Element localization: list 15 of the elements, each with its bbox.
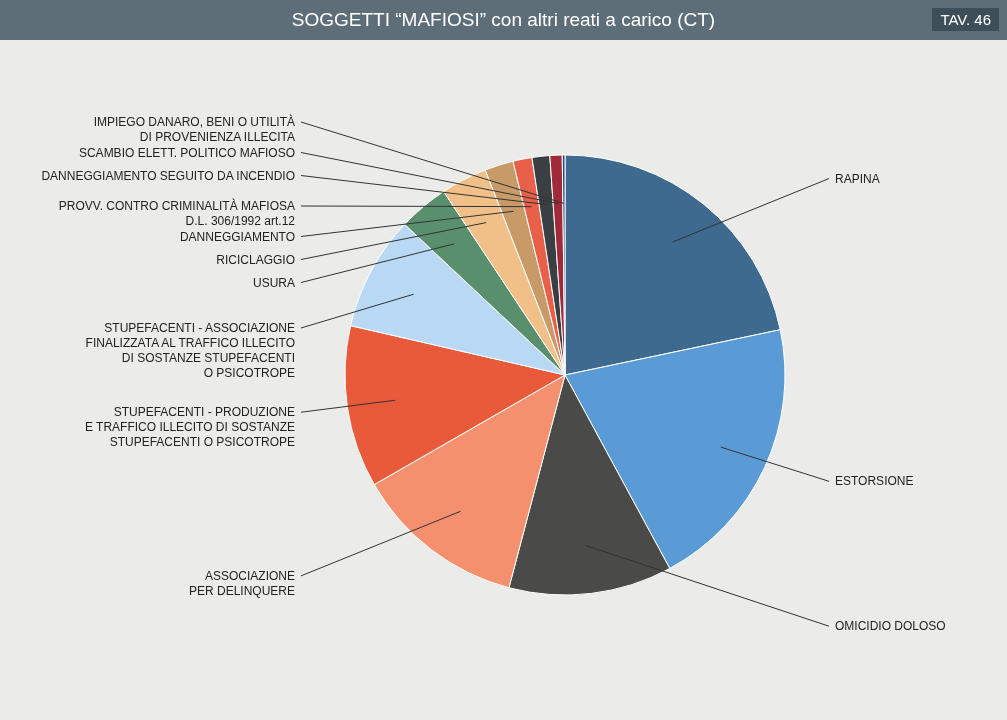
slice-label: SCAMBIO ELETT. POLITICO MAFIOSO bbox=[78, 145, 295, 160]
slice-label: STUPEFACENTI - PRODUZIONE E TRAFFICO ILLECITO DI SOSTANZE STUPEFACENTI O PSICOTROPE bbox=[84, 405, 295, 450]
slice-label: ESTORSIONE bbox=[835, 474, 914, 489]
slice-label: DANNEGGIAMENTO SEGUITO DA INCENDIO bbox=[41, 168, 295, 183]
slice-label: PROVV. CONTRO CRIMINALITÀ MAFIOSA D.L. 306/1992 art.12 bbox=[58, 198, 296, 228]
slice-label: OMICIDIO DOLOSO bbox=[835, 619, 946, 634]
slice-label: USURA bbox=[252, 275, 295, 290]
slice-label: IMPIEGO DANARO, BENI O UTILITÀ DI PROVENIENZA ILLECITA bbox=[93, 114, 295, 145]
slice-label: ASSOCIAZIONE PER DELINQUERE bbox=[188, 568, 295, 598]
slice-label: STUPEFACENTI - ASSOCIAZIONE FINALIZZATA AL TRAFFICO ILLECITO DI SOSTANZE STUPEFACENTI O PSICOTROPE bbox=[85, 321, 295, 381]
slice-label: DANNEGGIAMENTO bbox=[179, 229, 295, 244]
slice-label: RICICLAGGIO bbox=[216, 252, 295, 267]
slice-label: RAPINA bbox=[835, 171, 880, 186]
chart-title: SOGGETTI “MAFIOSI” con altri reati a carico (CT) bbox=[291, 9, 716, 30]
text: TAV. 46 bbox=[932, 8, 999, 31]
